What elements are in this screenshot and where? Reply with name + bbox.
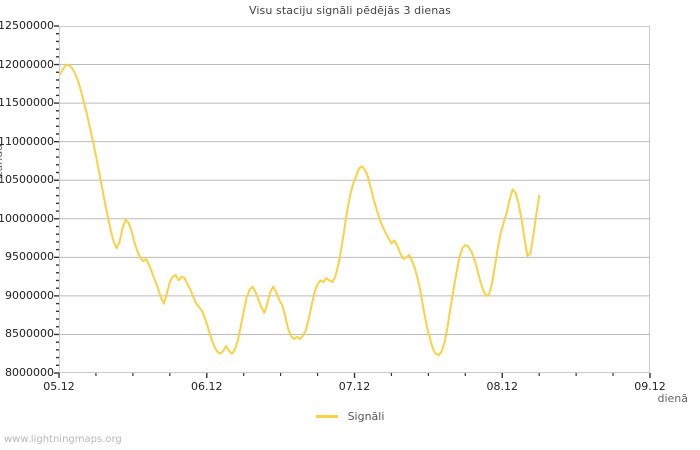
- y-axis-tick-label: 8000000: [5, 366, 54, 379]
- y-axis-tick-label: 11000000: [0, 134, 54, 148]
- y-axis-tick-label: 10000000: [0, 211, 54, 225]
- y-axis-tick-label: 12000000: [0, 57, 54, 71]
- y-axis-tick-label: 8500000: [5, 327, 54, 341]
- watermark: www.lightningmaps.org: [4, 434, 122, 445]
- y-axis-tick-label: 11500000: [0, 96, 54, 110]
- legend-label-signali: Signāli: [347, 409, 385, 423]
- y-axis-tick-label: 9000000: [5, 288, 54, 302]
- y-axis-tick-label: 10500000: [0, 173, 54, 187]
- x-axis-label: dienā: [657, 392, 688, 405]
- x-axis-tick-label: 09.12: [634, 380, 666, 393]
- chart-title: Visu staciju signāli pēdējās 3 dienas: [248, 4, 451, 17]
- x-axis-tick-label: 07.12: [338, 380, 371, 393]
- legend-swatch-signali: [315, 414, 338, 418]
- x-axis-tick-label: 06.12: [191, 380, 223, 393]
- y-axis-tick-label: 9500000: [5, 250, 54, 264]
- x-axis-tick-label: 05.12: [43, 380, 75, 393]
- y-axis-tick-label: 12500000: [0, 19, 54, 32]
- y-axis-label: Stundā: [0, 144, 5, 183]
- x-axis-ticks: [58, 373, 651, 378]
- x-axis-tick-label: 08.12: [486, 380, 519, 393]
- legend: Signāli: [0, 409, 700, 423]
- plot-area: [59, 26, 650, 373]
